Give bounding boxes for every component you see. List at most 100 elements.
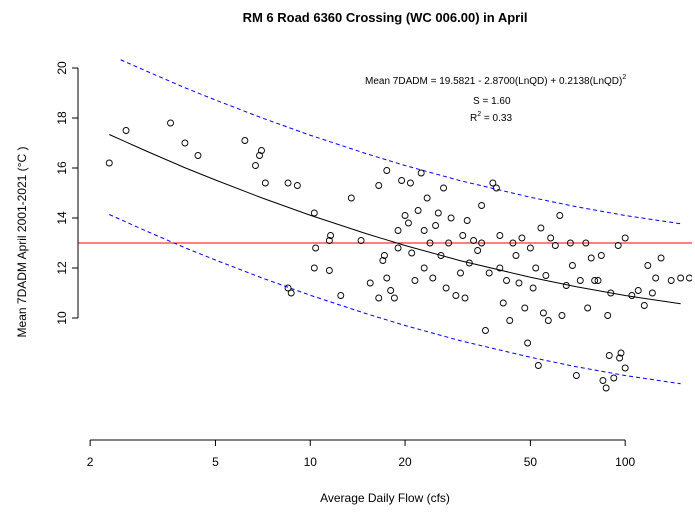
point — [122, 127, 130, 134]
point — [252, 162, 259, 169]
y-tick-label: 18 — [55, 111, 69, 125]
point — [325, 237, 333, 244]
point — [474, 247, 482, 254]
point — [447, 214, 455, 222]
point — [408, 249, 416, 257]
point — [420, 264, 428, 272]
point — [485, 269, 493, 277]
y-tick-label: 16 — [55, 161, 69, 175]
point — [542, 272, 550, 279]
plot-area — [78, 59, 692, 392]
point — [605, 352, 613, 359]
point — [614, 242, 622, 249]
bound-line — [120, 59, 681, 225]
point — [167, 119, 174, 127]
point — [532, 264, 540, 272]
point — [599, 377, 607, 384]
point — [401, 212, 409, 219]
point — [576, 277, 584, 284]
point — [284, 179, 292, 187]
point — [558, 312, 566, 319]
point — [434, 209, 442, 217]
point — [634, 287, 642, 294]
point — [426, 239, 434, 247]
point — [512, 252, 520, 259]
point — [526, 244, 534, 252]
point — [640, 302, 648, 309]
x-tick-label: 20 — [398, 455, 412, 469]
r2-sup: 2 — [477, 111, 481, 118]
point — [357, 237, 365, 244]
point — [568, 262, 576, 269]
point — [325, 267, 333, 274]
point — [509, 239, 517, 247]
point — [621, 364, 629, 372]
point — [442, 284, 450, 292]
point — [406, 179, 414, 187]
point — [521, 304, 529, 312]
point — [621, 234, 629, 242]
point — [414, 207, 422, 214]
point — [347, 194, 355, 202]
point — [423, 194, 431, 202]
point — [181, 139, 189, 147]
point — [394, 244, 402, 252]
point — [657, 254, 665, 262]
point — [287, 289, 295, 297]
equation: Mean 7DADM = 19.5821 - 2.8700(LnQD) + 0.… — [365, 74, 626, 87]
point — [496, 232, 504, 239]
point — [582, 239, 590, 247]
point — [457, 269, 464, 277]
point — [445, 239, 453, 247]
point — [375, 182, 383, 189]
point — [437, 252, 445, 259]
point — [686, 274, 692, 282]
point — [417, 169, 425, 177]
point — [420, 227, 428, 234]
point — [429, 274, 437, 282]
r2-value: = 0.33 — [481, 113, 512, 124]
y-tick-label: 10 — [55, 311, 69, 325]
point — [452, 292, 460, 299]
point — [387, 287, 395, 294]
point — [562, 282, 570, 289]
point — [566, 239, 574, 247]
point — [337, 292, 345, 299]
point — [667, 277, 675, 284]
point — [597, 252, 605, 259]
point — [529, 284, 537, 292]
point — [572, 372, 580, 379]
point — [617, 349, 625, 357]
point — [677, 274, 685, 282]
point — [551, 242, 559, 249]
point — [394, 227, 402, 234]
point — [556, 212, 564, 219]
point — [411, 277, 419, 284]
point — [503, 277, 510, 284]
point — [515, 279, 523, 287]
point — [648, 289, 656, 297]
point — [478, 239, 486, 247]
point — [602, 384, 610, 392]
point — [432, 222, 440, 229]
point — [261, 179, 269, 187]
point — [544, 317, 552, 324]
point — [524, 339, 532, 347]
y-tick-label: 20 — [55, 61, 69, 75]
point — [518, 234, 526, 242]
point — [379, 257, 387, 264]
point — [644, 262, 652, 269]
point — [375, 294, 383, 302]
point — [310, 209, 318, 217]
point — [534, 362, 542, 369]
point — [489, 179, 497, 187]
point — [383, 167, 391, 174]
r2-annotation: R2 = 0.33 — [470, 111, 512, 124]
point — [404, 219, 412, 227]
x-tick-label: 50 — [524, 455, 538, 469]
point — [312, 244, 320, 252]
point — [607, 289, 615, 297]
point — [628, 292, 636, 299]
point — [594, 277, 602, 284]
